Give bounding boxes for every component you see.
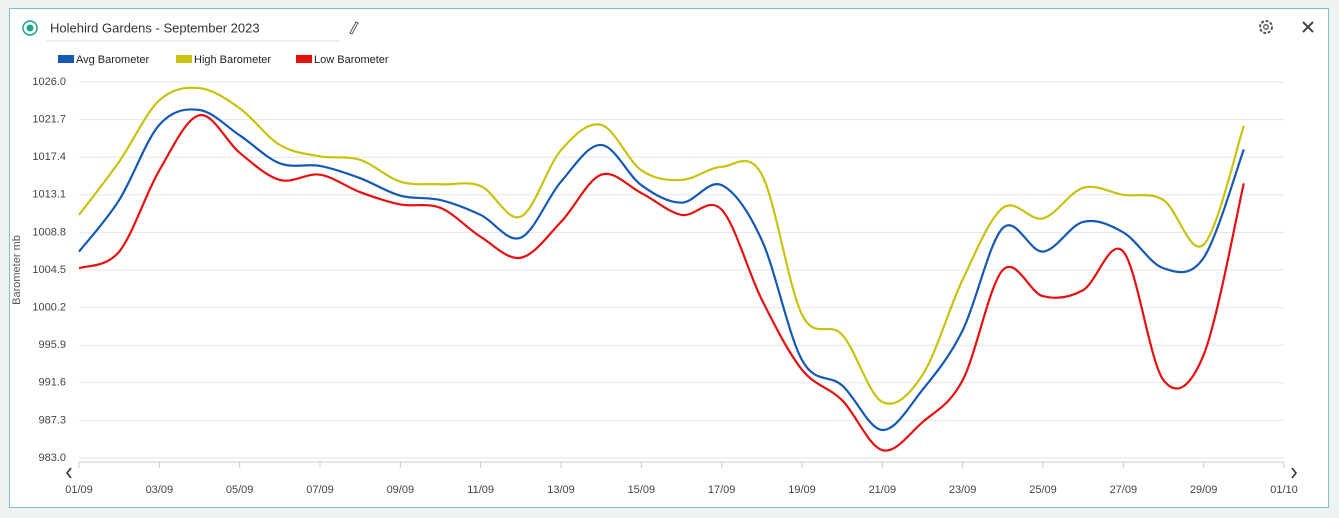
x-tick-label: 03/09	[146, 484, 174, 496]
x-tick-label: 19/09	[788, 484, 816, 496]
y-tick-label: 1021.7	[32, 114, 66, 126]
legend-label: Avg Barometer	[76, 54, 150, 66]
x-tick-label: 09/09	[387, 484, 415, 496]
status-icon[interactable]	[22, 20, 38, 36]
y-tick-label: 1017.4	[32, 151, 66, 163]
legend-label: High Barometer	[194, 54, 271, 66]
x-tick-label: 15/09	[628, 484, 656, 496]
y-tick-label: 1026.0	[32, 76, 66, 88]
line-series	[78, 86, 1245, 405]
next-arrow[interactable]	[1291, 467, 1298, 479]
line-series	[78, 114, 1245, 452]
close-icon[interactable]	[1302, 21, 1314, 33]
x-tick-label: 07/09	[306, 484, 334, 496]
x-tick-label: 01/09	[65, 484, 93, 496]
x-tick-label: 17/09	[708, 484, 736, 496]
x-tick-label: 29/09	[1190, 484, 1218, 496]
y-tick-label: 1004.5	[32, 264, 66, 276]
prev-arrow[interactable]	[65, 467, 72, 479]
x-tick-label: 21/09	[869, 484, 897, 496]
y-tick-label: 1013.1	[32, 189, 66, 201]
legend-label: Low Barometer	[314, 54, 389, 66]
widget-title: Holehird Gardens - September 2023	[50, 20, 260, 35]
x-tick-label: 25/09	[1029, 484, 1057, 496]
y-tick-label: 1000.2	[32, 302, 66, 314]
legend-swatch	[296, 55, 312, 63]
x-tick-label: 23/09	[949, 484, 977, 496]
settings-icon[interactable]	[1259, 20, 1273, 34]
y-tick-label: 991.6	[38, 377, 66, 389]
y-tick-label: 987.3	[38, 414, 66, 426]
legend-swatch	[176, 55, 192, 63]
y-tick-label: 995.9	[38, 339, 66, 351]
y-axis-label: Barometer mb	[11, 235, 23, 305]
y-tick-label: 983.0	[38, 452, 66, 464]
legend-swatch	[58, 55, 74, 63]
edit-icon[interactable]	[349, 21, 359, 35]
x-tick-label: 27/09	[1110, 484, 1138, 496]
x-tick-label: 01/10	[1270, 484, 1298, 496]
line-series	[78, 108, 1245, 432]
y-tick-label: 1008.8	[32, 226, 66, 238]
status-dot	[26, 24, 34, 32]
x-tick-label: 05/09	[226, 484, 254, 496]
x-tick-label: 11/09	[467, 484, 494, 496]
widget	[9, 8, 1329, 508]
x-tick-label: 13/09	[547, 484, 575, 496]
